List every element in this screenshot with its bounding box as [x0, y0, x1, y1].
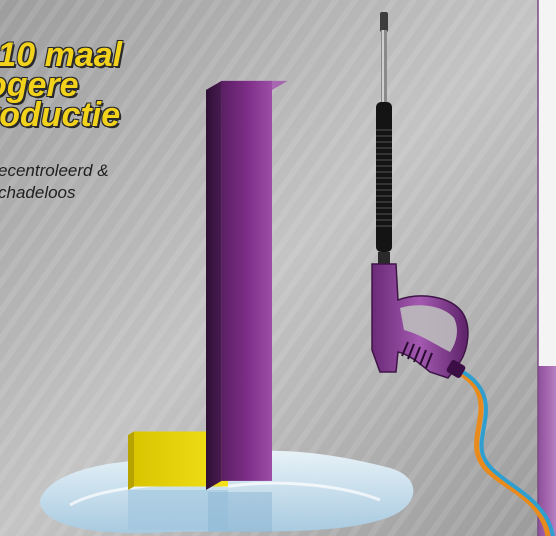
headline-line-1: -10 maal: [0, 36, 123, 74]
pressure-washer-gun-icon: [371, 12, 469, 379]
headline-line-2: ogere: [0, 66, 79, 104]
bar-tall-purple-front: [221, 80, 272, 481]
bar-small-yellow-side: [128, 431, 134, 490]
bar-chart: [128, 80, 288, 491]
right-panel-bottom: [538, 366, 556, 536]
subline: ecentroleerd & chadeloos: [0, 160, 109, 204]
headline: -10 maal ogere roductie: [0, 36, 123, 134]
bar-tall-purple: [206, 80, 288, 491]
headline-line-3: roductie: [0, 96, 121, 134]
subline-line-1: ecentroleerd &: [0, 161, 109, 180]
right-panel-top: [538, 0, 556, 366]
bar-tall-purple-side: [206, 80, 222, 491]
hose: [456, 369, 555, 536]
subline-line-2: chadeloos: [0, 183, 76, 202]
